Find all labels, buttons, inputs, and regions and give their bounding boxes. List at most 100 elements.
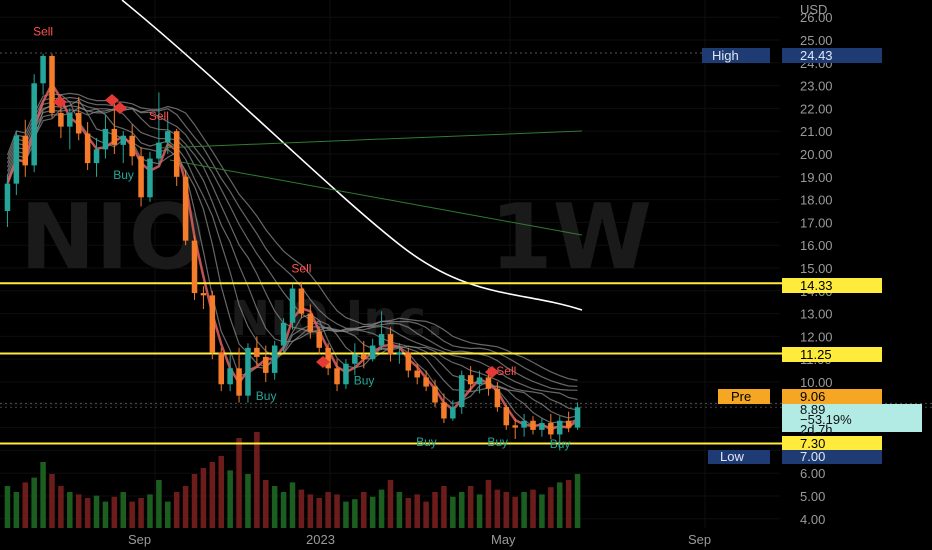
- candle-body: [476, 377, 483, 385]
- volume-bar: [565, 480, 572, 528]
- price-change-percent: −53.19%: [800, 412, 852, 427]
- candle-body: [530, 420, 536, 430]
- price-tick: 18.00: [800, 193, 833, 208]
- volume-bar: [512, 496, 518, 528]
- price-tick: 21.00: [800, 124, 833, 139]
- watermark-interval: 1W: [490, 185, 652, 290]
- volume-bar: [84, 498, 91, 528]
- last-price-value: 8.89: [800, 402, 825, 417]
- level-value-2: 11.25: [800, 347, 832, 362]
- sell-marker: [105, 94, 119, 106]
- volume-bar: [396, 492, 403, 528]
- volume-bar: [556, 482, 563, 528]
- ma-ribbon-line: [6, 108, 578, 411]
- candle-body: [450, 407, 456, 419]
- time-tick: May: [491, 532, 516, 547]
- candle-body: [200, 293, 207, 296]
- signals: Sell Buy Sell Sell Buy Buy Buy Sell Buy Buy: [33, 24, 570, 451]
- volume-bar: [334, 494, 340, 528]
- volume-bar: [307, 494, 314, 528]
- high-label-name: High: [712, 48, 739, 63]
- candle-body: [574, 407, 581, 428]
- volume-bar: [173, 492, 180, 528]
- candle-body: [556, 420, 563, 435]
- volume-bar: [165, 501, 171, 528]
- candle-body: [361, 354, 367, 360]
- volume-bar: [539, 494, 545, 528]
- volume-bar: [378, 489, 385, 528]
- high-label: High 24.43: [702, 48, 882, 63]
- candle-body: [156, 142, 162, 159]
- volume-bar: [530, 489, 536, 528]
- candle-body: [316, 331, 322, 348]
- watermark: NIO 1W NIO Inc.: [20, 185, 652, 347]
- volume-bar: [254, 432, 260, 528]
- sell-marker: [485, 366, 499, 378]
- signal-label-buy: Buy: [416, 435, 437, 449]
- level-value-3: 7.30: [800, 436, 825, 451]
- candle-body: [165, 131, 171, 143]
- candle-body: [218, 352, 224, 385]
- candle-body: [147, 158, 153, 198]
- price-tick: 20.00: [800, 147, 833, 162]
- sell-marker: [316, 356, 330, 368]
- candle-body: [75, 112, 82, 134]
- volume-bar: [369, 496, 376, 528]
- candle-body: [432, 386, 438, 403]
- volume-bar: [120, 492, 127, 528]
- time-axis[interactable]: Sep 2023 May Sep: [128, 532, 711, 547]
- candle-body: [352, 354, 358, 364]
- candles: [4, 53, 581, 451]
- volume-bar: [316, 498, 322, 528]
- price-tick: 17.00: [800, 215, 833, 230]
- volume-bar: [423, 501, 429, 528]
- high-label-bg: [702, 48, 770, 63]
- volume-bar: [476, 494, 483, 528]
- candle-body: [405, 352, 412, 371]
- pre-market-name: Pre: [731, 389, 751, 404]
- price-tick: 26.00: [800, 10, 833, 25]
- candle-body: [343, 363, 349, 385]
- candle-body: [129, 135, 135, 157]
- candle-body: [4, 183, 11, 211]
- candle-body: [182, 176, 189, 241]
- volume-bar: [298, 489, 305, 528]
- high-value-bg: [782, 48, 882, 63]
- candle-body: [263, 356, 269, 373]
- volume-bars: [4, 432, 581, 528]
- trend-line-lower: [169, 159, 583, 236]
- signal-label-sell: Sell: [291, 262, 311, 276]
- candle-body: [494, 388, 501, 408]
- low-label: Low 7.00: [708, 449, 882, 464]
- candle-body: [548, 423, 554, 435]
- signal-label-buy: Buy: [256, 389, 277, 403]
- time-tick: 2023: [306, 532, 335, 547]
- signal-label-sell: Sell: [149, 109, 169, 123]
- candle-body: [111, 128, 118, 145]
- volume-bar: [156, 480, 162, 528]
- candle-body: [93, 149, 100, 164]
- volume-bar: [405, 498, 412, 528]
- volume-bar: [387, 480, 394, 528]
- candle-body: [485, 377, 492, 389]
- candle-body: [58, 112, 64, 127]
- volume-bar: [138, 498, 144, 528]
- level-label-2: 11.25: [782, 347, 882, 362]
- volume-bar: [280, 492, 287, 528]
- sell-marker: [53, 96, 67, 108]
- candle-body: [325, 347, 331, 369]
- price-tick: 6.00: [800, 466, 825, 481]
- volume-bar: [236, 438, 242, 528]
- candle-body: [307, 313, 314, 332]
- volume-bar: [22, 482, 29, 528]
- volume-bar: [548, 487, 554, 528]
- volume-bar: [111, 496, 118, 528]
- volume-bar: [441, 486, 447, 528]
- low-label-value: 7.00: [800, 449, 825, 464]
- candle-body: [191, 240, 198, 294]
- volume-bar: [485, 480, 492, 528]
- candle-body: [378, 334, 385, 346]
- pre-market-value: 9.06: [800, 389, 825, 404]
- candle-body: [271, 345, 278, 373]
